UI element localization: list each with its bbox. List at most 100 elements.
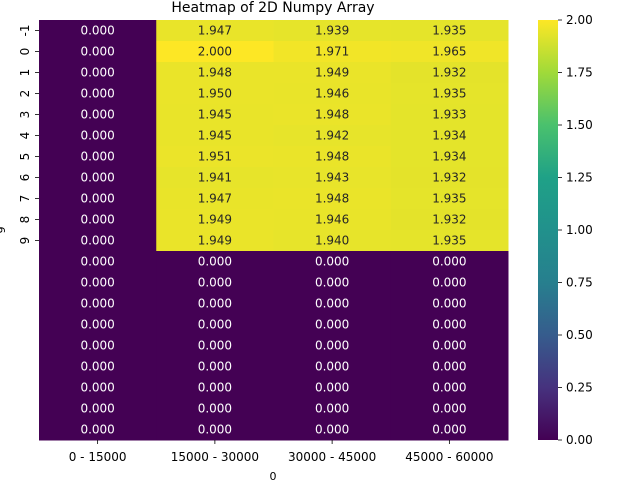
cell-value-label: 1.932 [432, 213, 466, 227]
cell-value-label: 0.000 [315, 381, 349, 395]
cell-value-label: 0.000 [80, 108, 114, 122]
heatmap-cell [39, 41, 157, 63]
heatmap-cell [156, 314, 274, 336]
cell-value-label: 1.951 [198, 150, 232, 164]
heatmap-cell [390, 356, 509, 378]
cell-value-label: 1.949 [198, 234, 232, 248]
heatmap-cell [390, 398, 509, 420]
heatmap-cell [273, 356, 392, 378]
cell-value-label: 1.932 [432, 66, 466, 80]
heatmap-cell [39, 356, 157, 378]
heatmap-cell [39, 293, 157, 315]
cell-value-label: 0.000 [198, 297, 232, 311]
heatmap-cell [39, 146, 157, 168]
heatmap-cell [273, 209, 392, 231]
y-tick-label: 0 [18, 48, 32, 56]
heatmap-cell [273, 83, 392, 105]
x-tick-label: 15000 - 30000 [171, 450, 259, 464]
heatmap-cell [156, 20, 274, 42]
cell-value-label: 0.000 [198, 276, 232, 290]
colorbar-tick-label: 0.25 [566, 381, 593, 395]
heatmap-cells [39, 20, 509, 441]
cell-value-label: 0.000 [80, 66, 114, 80]
cell-value-label: 1.949 [198, 213, 232, 227]
heatmap-cell [273, 125, 392, 147]
heatmap-cell [39, 377, 157, 399]
cell-value-label: 0.000 [80, 213, 114, 227]
heatmap-cell [39, 125, 157, 147]
heatmap-cell [273, 272, 392, 294]
cell-value-label: 0.000 [315, 339, 349, 353]
x-tick-label: 30000 - 45000 [288, 450, 376, 464]
cell-value-label: 0.000 [198, 318, 232, 332]
y-axis: -1 0 1 2 3 4 5 6 7 8 9 [18, 25, 39, 244]
heatmap-cell [390, 125, 509, 147]
cell-value-label: 0.000 [80, 318, 114, 332]
heatmap-cell [156, 293, 274, 315]
cell-value-label: 0.000 [432, 360, 466, 374]
heatmap-cell [156, 83, 274, 105]
cell-value-label: 0.000 [80, 339, 114, 353]
cell-value-label: 1.946 [315, 87, 349, 101]
y-tick-label: 5 [18, 153, 32, 161]
cell-value-label: 0.000 [432, 318, 466, 332]
heatmap-cell [39, 398, 157, 420]
heatmap-cell [156, 377, 274, 399]
chart-title: Heatmap of 2D Numpy Array [171, 0, 374, 16]
heatmap-cell [39, 209, 157, 231]
heatmap-cell [39, 20, 157, 42]
cell-value-label: 1.939 [315, 24, 349, 38]
cell-value-label: 0.000 [80, 129, 114, 143]
cell-value-label: 1.935 [432, 87, 466, 101]
heatmap-cell [156, 335, 274, 357]
cell-value-label: 0.000 [432, 339, 466, 353]
heatmap-cell [39, 251, 157, 273]
x-axis-label: 0 [270, 470, 277, 480]
cell-value-label: 1.948 [315, 192, 349, 206]
heatmap-cell [156, 188, 274, 210]
cell-value-label: 0.000 [80, 276, 114, 290]
x-axis: 0 - 15000 15000 - 30000 30000 - 45000 45000… [69, 440, 494, 464]
cell-value-label: 0.000 [315, 276, 349, 290]
cell-value-label: 0.000 [198, 423, 232, 437]
cell-value-label: 0.000 [315, 360, 349, 374]
heatmap-cell-labels: 0.000 1.947 1.939 1.935 0.000 2.000 1.971 1.965… [80, 24, 466, 437]
cell-value-label: 1.950 [198, 87, 232, 101]
cell-value-label: 1.945 [198, 108, 232, 122]
heatmap-cell [390, 62, 509, 84]
cell-value-label: 0.000 [432, 276, 466, 290]
cell-value-label: 1.948 [315, 150, 349, 164]
colorbar-tick-label: 0.00 [566, 433, 593, 447]
heatmap-cell [390, 230, 509, 252]
heatmap-cell [273, 188, 392, 210]
heatmap-cell [273, 419, 392, 441]
cell-value-label: 0.000 [80, 150, 114, 164]
heatmap-cell [273, 230, 392, 252]
cell-value-label: 1.947 [198, 24, 232, 38]
heatmap-cell [39, 272, 157, 294]
heatmap-cell [156, 104, 274, 126]
x-tick-label: 45000 - 60000 [405, 450, 493, 464]
cell-value-label: 1.933 [432, 108, 466, 122]
heatmap-cell [156, 167, 274, 189]
heatmap-cell [390, 335, 509, 357]
colorbar-tick-label: 1.00 [566, 223, 593, 237]
cell-value-label: 0.000 [80, 192, 114, 206]
cell-value-label: 0.000 [80, 171, 114, 185]
cell-value-label: 1.943 [315, 171, 349, 185]
heatmap-cell [156, 146, 274, 168]
heatmap-cell [156, 356, 274, 378]
cell-value-label: 0.000 [80, 297, 114, 311]
heatmap-cell [390, 314, 509, 336]
heatmap-cell [390, 104, 509, 126]
cell-value-label: 1.935 [432, 234, 466, 248]
cell-value-label: 0.000 [432, 402, 466, 416]
heatmap-cell [39, 104, 157, 126]
cell-value-label: 1.935 [432, 192, 466, 206]
y-tick-label: 2 [18, 90, 32, 98]
cell-value-label: 0.000 [80, 45, 114, 59]
heatmap-cell [156, 251, 274, 273]
heatmap-cell [156, 398, 274, 420]
heatmap-cell [156, 41, 274, 63]
